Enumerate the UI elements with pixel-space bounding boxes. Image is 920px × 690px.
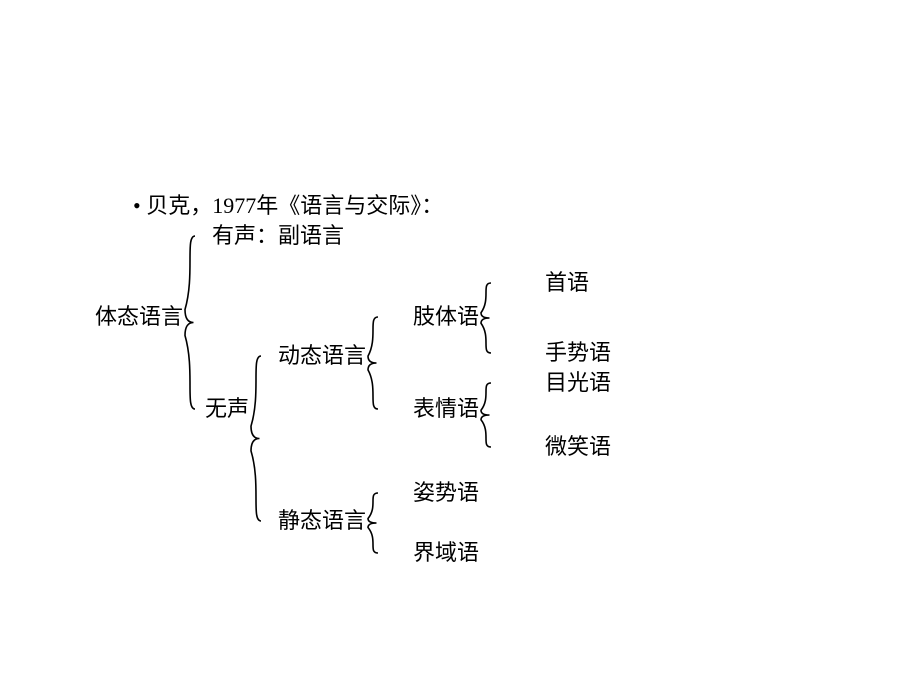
node-stat: 静态语言	[278, 510, 366, 532]
brace-b3	[368, 317, 378, 409]
bullet-heading: 贝克，1977年《语言与交际》：	[133, 193, 443, 219]
diagram-stage: 贝克，1977年《语言与交际》： 体态语言 有声：副语言无声 动态语言静态语言 肢体语…	[0, 0, 920, 690]
node-silent: 无声	[205, 398, 249, 420]
node-dyn: 动态语言	[278, 345, 366, 367]
brace-b4	[368, 493, 378, 553]
node-vocal: 有声：副语言	[212, 225, 344, 247]
brace-b1	[185, 236, 195, 409]
node-smile: 微笑语	[545, 436, 611, 458]
node-gaze: 目光语	[545, 372, 611, 394]
brace-b5	[481, 283, 491, 353]
node-root: 体态语言	[95, 306, 183, 328]
node-pose: 姿势语	[413, 482, 479, 504]
node-expr: 表情语	[413, 398, 479, 420]
node-hand: 手势语	[545, 342, 611, 364]
node-head: 首语	[545, 272, 589, 294]
node-terr: 界域语	[413, 542, 479, 564]
braces-layer	[0, 0, 920, 690]
node-limb: 肢体语	[413, 306, 479, 328]
brace-b2	[251, 356, 261, 521]
brace-b6	[481, 383, 491, 447]
